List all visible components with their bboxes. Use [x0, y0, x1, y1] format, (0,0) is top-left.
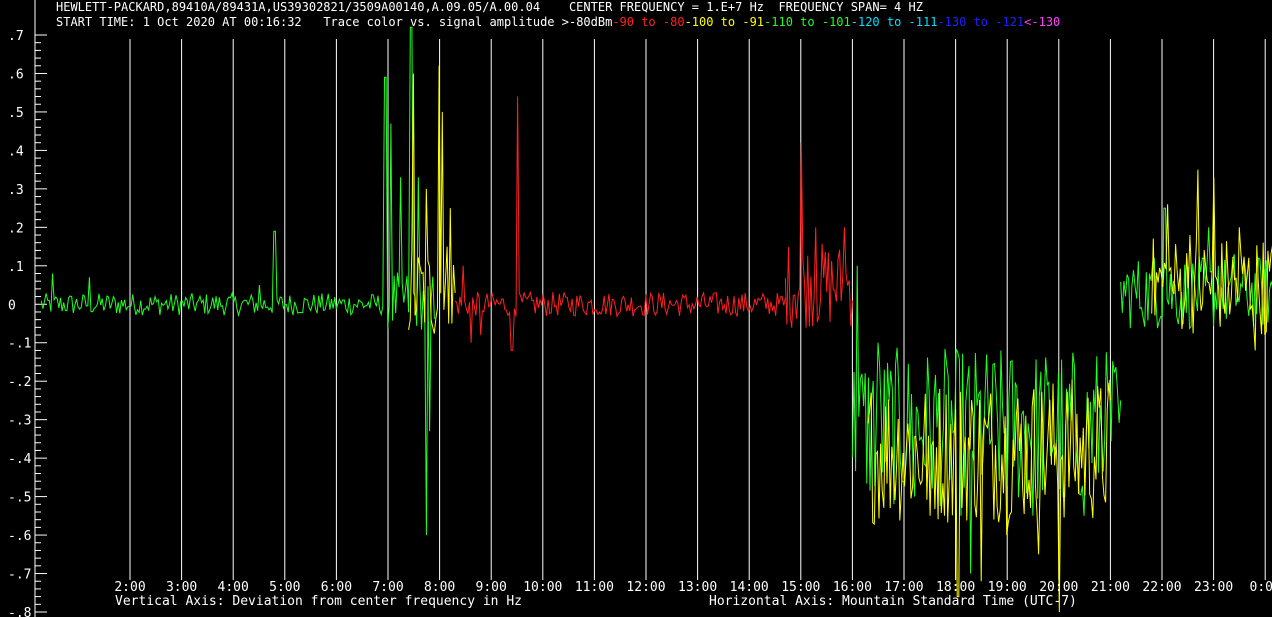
x-axis-label: Horizontal Axis: Mountain Standard Time …	[709, 594, 1077, 609]
y-tick-label: .6	[8, 67, 24, 82]
x-tick-label: 20:00	[1039, 580, 1078, 595]
y-tick-label: -.4	[8, 452, 32, 467]
y-tick-label: .3	[8, 183, 24, 198]
trace-segment	[784, 142, 853, 328]
y-tick-label: .1	[8, 260, 24, 275]
x-tick-label: 4:00	[218, 580, 249, 595]
x-tick-label: 7:00	[372, 580, 403, 595]
header-legend-line: START TIME: 1 Oct 2020 AT 00:16:32 Trace…	[56, 15, 1060, 29]
x-tick-label: 6:00	[321, 580, 352, 595]
legend-item: -130 to -121	[937, 15, 1025, 29]
trace-segment	[1120, 207, 1272, 330]
x-tick-label: 5:00	[269, 580, 300, 595]
x-tick-label: 8:00	[424, 580, 455, 595]
y-tick-label: -.3	[8, 414, 31, 429]
trace-segment	[867, 379, 1111, 613]
x-tick-label: 11:00	[575, 580, 614, 595]
legend-item: -110 to -101	[764, 15, 851, 29]
trace-segment	[454, 96, 786, 351]
x-tick-label: 14:00	[730, 580, 769, 595]
x-tick-labels: 2:00 3:00 4:00 5:00 6:00 7:00 8:00 9:00 10:00 11:…	[114, 580, 1272, 595]
y-tick-label: .7	[8, 29, 24, 44]
y-tick-label: -.1	[8, 337, 31, 352]
legend-item: -120 to -111	[850, 15, 938, 29]
x-tick-label: 12:00	[626, 580, 665, 595]
x-tick-label: 15:00	[781, 580, 820, 595]
signal-traces	[40, 26, 1272, 613]
y-tick-label: .2	[8, 221, 24, 236]
x-tick-label: 16:00	[833, 580, 872, 595]
y-tick-label: .5	[8, 106, 24, 121]
y-tick-label: -.8	[8, 606, 31, 617]
start-time: START TIME: 1 Oct 2020 AT 00:16:32	[56, 15, 302, 29]
legend-item: -100 to -91	[684, 15, 765, 29]
x-tick-label: 21:00	[1091, 580, 1130, 595]
y-tick-label: -.6	[8, 529, 31, 544]
x-tick-label: 23:00	[1194, 580, 1233, 595]
trace-segment	[40, 230, 384, 318]
y-tick-label: 0	[8, 298, 16, 313]
trace-segment	[1151, 169, 1272, 351]
x-tick-label: 0:00	[1250, 580, 1272, 595]
y-tick-label: -.2	[8, 375, 31, 390]
trace-segment	[851, 265, 1122, 574]
trace-segment	[382, 26, 435, 536]
legend-items: -90 to -80-100 to -91-110 to -101-120 to…	[612, 15, 1060, 29]
legend-item: -90 to -80	[612, 15, 685, 29]
y-tick-label: .4	[8, 144, 24, 159]
x-tick-label: 9:00	[476, 580, 507, 595]
header-title-line: HEWLETT-PACKARD,89410A/89431A,US39302821…	[56, 0, 923, 14]
grid-lines	[129, 39, 1266, 580]
x-tick-label: 10:00	[523, 580, 562, 595]
x-tick-label: 3:00	[166, 580, 197, 595]
x-tick-label: 13:00	[678, 580, 717, 595]
trace-segment	[408, 65, 456, 334]
x-tick-label: 19:00	[988, 580, 1027, 595]
legend-intro: Trace color vs. signal amplitude >-80dBm	[323, 15, 613, 29]
x-tick-label: 18:00	[936, 580, 975, 595]
y-axis-label: Vertical Axis: Deviation from center fre…	[115, 594, 522, 609]
legend-item: <-130	[1024, 15, 1061, 29]
x-tick-label: 22:00	[1142, 580, 1181, 595]
y-axis: .7 .6 .5 .4 .3 .2 .1 0 -.1 -.2 -.3 -.4 -.5 -.6 -.7 -.8	[8, 0, 47, 617]
x-tick-label: 17:00	[884, 580, 923, 595]
y-tick-label: -.5	[8, 491, 31, 506]
y-tick-label: -.7	[8, 568, 31, 583]
x-tick-label: 2:00	[114, 580, 145, 595]
